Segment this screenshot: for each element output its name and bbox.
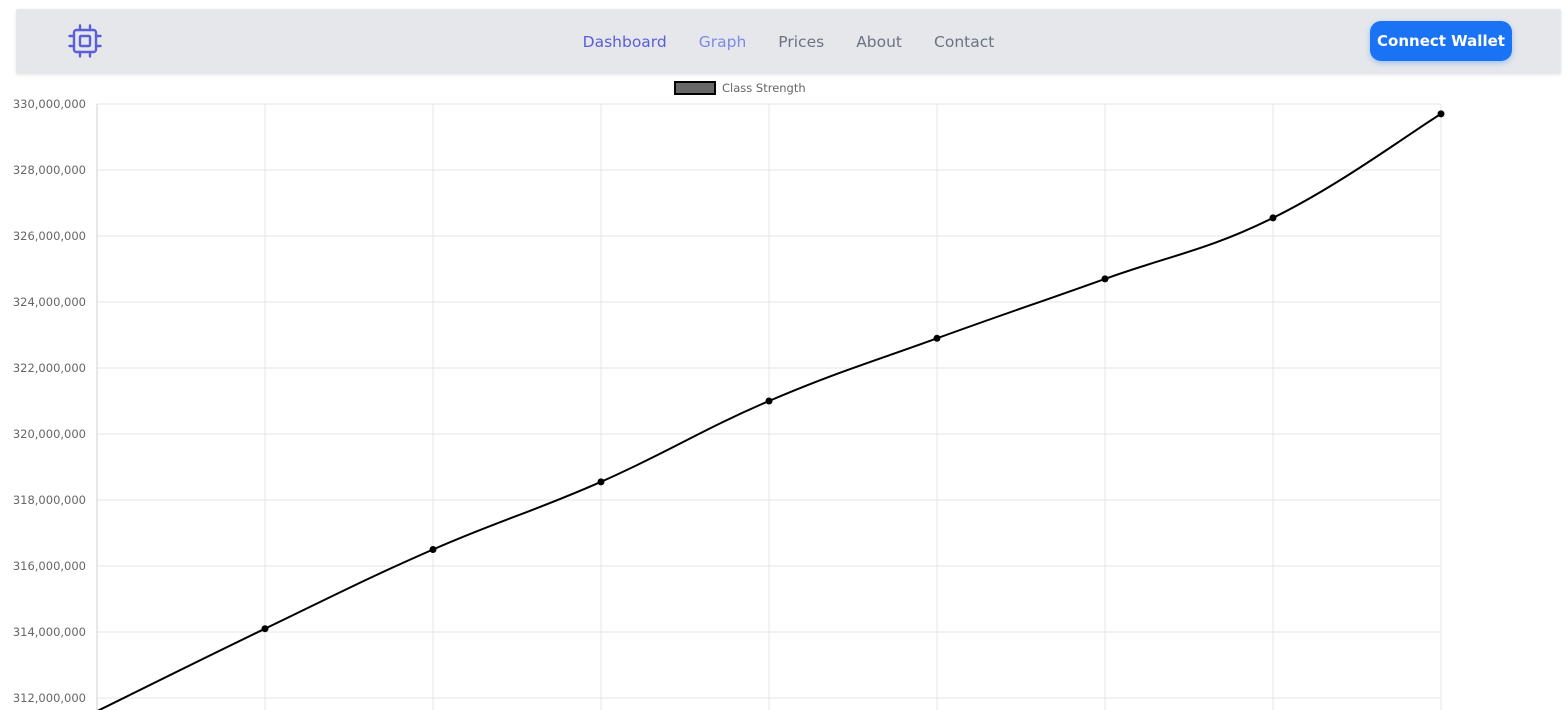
chart-series <box>97 110 1445 710</box>
y-axis-ticks: 330,000,000 328,000,000 326,000,000 324,000… <box>13 97 86 705</box>
data-point[interactable] <box>765 397 773 405</box>
data-point[interactable] <box>261 625 269 633</box>
data-point[interactable] <box>1101 275 1109 283</box>
y-tick-label: 324,000,000 <box>13 295 86 309</box>
data-point[interactable] <box>429 546 437 553</box>
data-point[interactable] <box>1437 110 1445 118</box>
y-tick-label: 312,000,000 <box>13 691 86 705</box>
nav-link-about[interactable]: About <box>856 32 903 51</box>
nav-link-graph[interactable]: Graph <box>698 32 747 51</box>
y-tick-label: 314,000,000 <box>13 625 86 639</box>
connect-wallet-button[interactable]: Connect Wallet <box>1370 21 1512 61</box>
chart-legend[interactable]: Class Strength <box>674 81 806 95</box>
data-point[interactable] <box>933 334 941 342</box>
y-tick-label: 330,000,000 <box>13 97 86 111</box>
navbar: Dashboard Graph Prices About Contact Con… <box>16 9 1561 74</box>
nav-links: Dashboard Graph Prices About Contact <box>16 9 1561 74</box>
nav-link-contact[interactable]: Contact <box>934 32 995 51</box>
chart-grid <box>96 103 1442 710</box>
data-point[interactable] <box>1269 214 1277 222</box>
y-tick-label: 328,000,000 <box>13 163 86 177</box>
nav-link-prices[interactable]: Prices <box>778 32 825 51</box>
y-tick-label: 326,000,000 <box>13 229 86 243</box>
data-point[interactable] <box>597 478 605 486</box>
y-tick-label: 318,000,000 <box>13 493 86 507</box>
nav-link-dashboard[interactable]: Dashboard <box>582 32 667 51</box>
y-tick-label: 320,000,000 <box>13 427 86 441</box>
legend-label: Class Strength <box>722 81 806 95</box>
cpu-chip-icon[interactable] <box>68 24 102 58</box>
legend-swatch <box>674 81 716 95</box>
y-tick-label: 322,000,000 <box>13 361 86 375</box>
y-tick-label: 316,000,000 <box>13 559 86 573</box>
